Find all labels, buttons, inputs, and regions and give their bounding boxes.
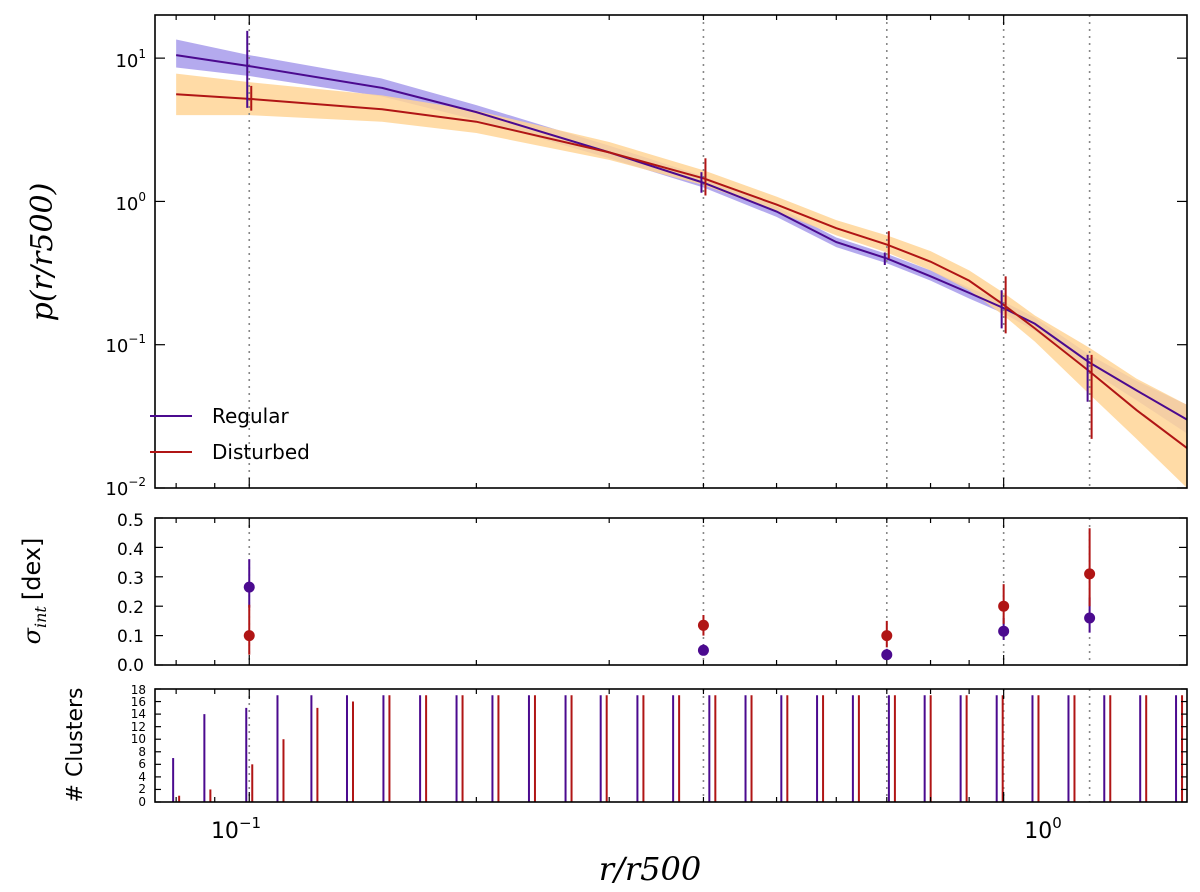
counts-reference-lines (248, 689, 1091, 802)
profile-bands (176, 39, 1187, 488)
profile-error-bars (246, 30, 1093, 439)
counts-panel: 0 2 4 6 8 10 12 14 16 18 # Clusters (63, 683, 1188, 809)
disturbed-sigma-point (1084, 568, 1096, 580)
disturbed-profile-line (176, 93, 1188, 449)
counts-y-tick-label: 8 (138, 745, 146, 759)
scatter-y-tick-label: 0.1 (117, 627, 144, 647)
scatter-y-tick-label: 0.0 (117, 656, 144, 676)
profile-y-tick-label: 100 (115, 190, 146, 215)
x-tick-labels: 10−1 100 (211, 814, 1062, 844)
disturbed-sigma-point (881, 630, 893, 642)
scatter-y-tick-labels: 0.0 0.1 0.2 0.3 0.4 0.5 (117, 511, 144, 676)
profile-y-tick-labels: 101 100 10−1 10−2 (105, 47, 146, 500)
counts-frame (154, 688, 1188, 803)
counts-y-tick-label: 12 (131, 720, 146, 734)
profile-ticks (155, 15, 1187, 489)
profile-y-tick-label: 10−1 (105, 332, 146, 357)
x-tick-label: 100 (1024, 814, 1062, 844)
counts-y-tick-label: 18 (131, 683, 146, 697)
scatter-ticks (155, 517, 1187, 666)
counts-y-tick-label: 6 (138, 757, 146, 771)
scatter-y-label: σint[dex] (18, 538, 50, 645)
counts-y-tick-label: 0 (138, 795, 146, 809)
scatter-frame (154, 517, 1188, 666)
regular-sigma-point (243, 581, 255, 593)
profile-curves (175, 54, 1188, 449)
scatter-y-tick-label: 0.2 (117, 598, 144, 618)
regular-sigma-point (881, 649, 893, 661)
scatter-panel: 0.0 0.1 0.2 0.3 0.4 0.5 σint[dex] (18, 511, 1188, 676)
x-axis-label: r/r500 (599, 850, 701, 888)
disturbed-confidence-band (176, 73, 1187, 488)
counts-bars (172, 695, 1184, 802)
profile-reference-lines (248, 15, 1091, 488)
counts-y-tick-label: 2 (138, 782, 146, 796)
regular-sigma-point (697, 644, 709, 656)
counts-y-tick-label: 10 (131, 732, 146, 746)
profile-panel: 101 100 10−1 10−2 p(r/r500) Regular Dist… (25, 14, 1188, 500)
disturbed-sigma-point (697, 619, 709, 631)
counts-y-tick-label: 16 (131, 695, 146, 709)
counts-y-tick-label: 14 (131, 707, 146, 721)
regular-sigma-point (1084, 612, 1096, 624)
x-tick-label: 10−1 (211, 814, 261, 844)
legend-disturbed-label: Disturbed (212, 440, 310, 464)
scatter-y-tick-label: 0.5 (117, 511, 144, 531)
counts-y-tick-label: 4 (138, 770, 146, 784)
legend: Regular Disturbed (150, 404, 310, 464)
scatter-y-tick-label: 0.3 (117, 569, 144, 589)
profile-y-tick-label: 101 (115, 47, 146, 72)
profile-y-tick-label: 10−2 (105, 475, 146, 500)
disturbed-sigma-point (998, 600, 1010, 612)
regular-sigma-point (998, 625, 1010, 637)
scatter-points (243, 528, 1096, 661)
disturbed-sigma-point (243, 630, 255, 642)
scatter-y-tick-label: 0.4 (117, 540, 144, 560)
legend-regular-label: Regular (212, 404, 289, 428)
counts-y-tick-labels: 0 2 4 6 8 10 12 14 16 18 (131, 683, 146, 809)
profile-y-label: p(r/r500) (25, 183, 60, 322)
profile-frame (154, 14, 1188, 489)
scatter-reference-lines (248, 518, 1091, 665)
counts-y-label: # Clusters (63, 688, 88, 803)
regular-profile-line (175, 54, 1188, 421)
regular-confidence-band (176, 39, 1187, 434)
